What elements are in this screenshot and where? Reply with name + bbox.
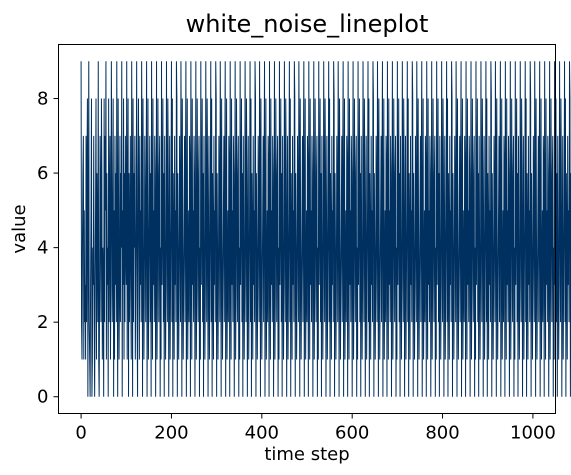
y-tick-label: 8 <box>37 89 48 110</box>
plot-area <box>59 45 571 414</box>
chart-title: white_noise_lineplot <box>186 10 429 38</box>
y-tick-label: 6 <box>37 163 48 184</box>
y-axis: 0 2 4 6 8 <box>37 89 58 408</box>
x-axis-label: time step <box>264 444 349 465</box>
series-line-white-noise <box>81 61 571 396</box>
y-tick-label: 4 <box>37 238 48 259</box>
y-axis-label: value <box>9 204 30 253</box>
x-tick-label: 1000 <box>510 423 556 444</box>
x-tick-label: 800 <box>425 423 459 444</box>
x-tick-label: 400 <box>245 423 279 444</box>
y-tick-label: 2 <box>37 312 48 333</box>
x-tick-label: 0 <box>75 423 86 444</box>
y-tick-label: 0 <box>37 387 48 408</box>
x-tick-label: 600 <box>335 423 369 444</box>
x-axis: 0 200 400 600 800 1000 <box>75 414 555 444</box>
x-tick-label: 200 <box>154 423 188 444</box>
